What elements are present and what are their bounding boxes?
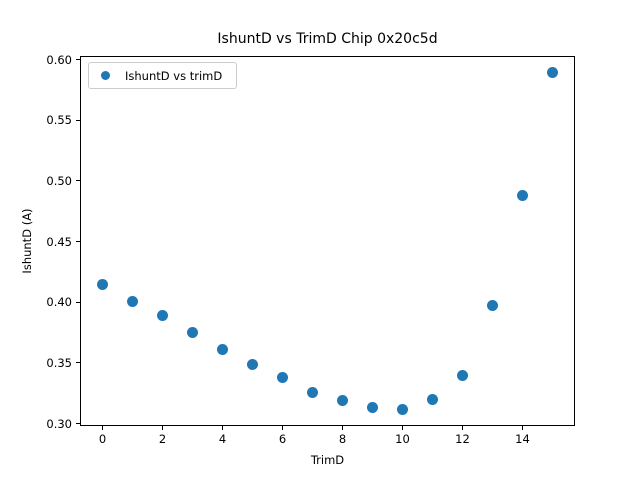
x-tick-mark	[342, 426, 343, 430]
y-tick-label: 0.60	[46, 52, 72, 67]
x-axis-label: TrimD	[310, 453, 345, 467]
legend: IshuntD vs trimD	[88, 62, 238, 89]
y-tick-label: 0.35	[46, 355, 72, 370]
scatter-point	[187, 327, 198, 339]
scatter-point	[517, 190, 528, 201]
scatter-point	[427, 393, 438, 405]
y-tick-mark	[76, 59, 80, 61]
x-tick-mark	[222, 426, 223, 430]
x-tick-mark	[102, 426, 103, 430]
scatter-point	[397, 403, 408, 415]
x-tick-label: 0	[98, 432, 107, 446]
scatter-point	[367, 402, 378, 414]
x-tick-mark	[282, 426, 283, 430]
scatter-point	[157, 310, 168, 322]
scatter-point	[277, 371, 288, 383]
y-tick-label: 0.40	[46, 295, 72, 310]
x-tick-label: 10	[395, 432, 410, 446]
y-tick-mark	[76, 180, 80, 182]
y-tick-mark	[76, 241, 80, 243]
legend-entry-label: IshuntD vs trimD	[125, 68, 223, 83]
x-tick-label: 14	[515, 432, 530, 446]
legend-marker-icon	[101, 71, 110, 80]
y-tick-label: 0.30	[46, 416, 72, 431]
scatter-point	[217, 344, 228, 356]
x-tick-mark	[522, 426, 523, 430]
x-tick-label: 6	[278, 432, 287, 446]
scatter-point	[247, 358, 258, 370]
y-tick-mark	[76, 301, 80, 303]
x-tick-label: 2	[158, 432, 167, 446]
scatter-point	[547, 67, 558, 79]
x-tick-mark	[462, 426, 463, 430]
y-tick-mark	[76, 119, 80, 121]
x-tick-label: 4	[218, 432, 227, 446]
x-tick-mark	[402, 426, 403, 430]
x-tick-label: 8	[338, 432, 347, 446]
scatter-point	[307, 386, 318, 398]
plot-area	[80, 56, 575, 426]
scatter-point	[337, 395, 348, 407]
scatter-point	[97, 278, 108, 290]
y-tick-mark	[76, 362, 80, 364]
y-tick-label: 0.45	[46, 234, 72, 249]
scatter-point	[457, 369, 468, 381]
y-tick-mark	[76, 423, 80, 425]
x-tick-mark	[162, 426, 163, 430]
x-tick-label: 12	[455, 432, 470, 446]
scatter-point	[127, 295, 138, 307]
scatter-point	[487, 300, 498, 312]
y-tick-label: 0.50	[46, 173, 72, 188]
chart-title: IshuntD vs TrimD Chip 0x20c5d	[217, 31, 438, 47]
y-tick-label: 0.55	[46, 113, 72, 128]
